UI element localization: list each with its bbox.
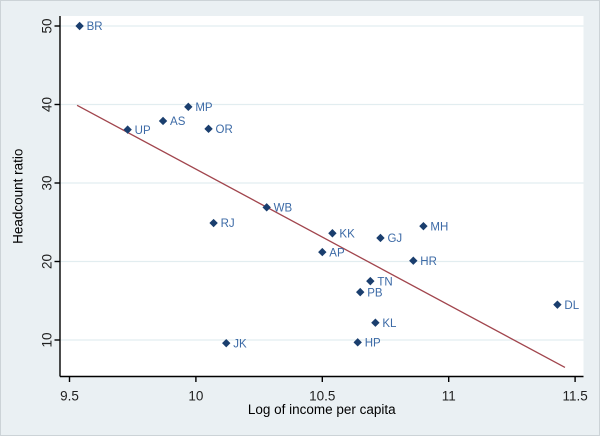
- point-label-AP: AP: [329, 247, 345, 259]
- point-label-KK: KK: [339, 228, 355, 240]
- point-marker-HR: [409, 256, 418, 265]
- point-marker-DL: [553, 300, 562, 309]
- point-label-BR: BR: [87, 21, 103, 33]
- point-marker-WB: [262, 203, 271, 212]
- point-label-HR: HR: [420, 256, 437, 268]
- point-label-AS: AS: [170, 116, 186, 128]
- point-marker-AS: [158, 116, 168, 126]
- point-label-GJ: GJ: [387, 233, 402, 245]
- point-marker-OR: [204, 124, 213, 134]
- point-marker-MP: [184, 102, 193, 112]
- point-marker-KK: [328, 229, 337, 238]
- y-tick-label-50: 50: [40, 18, 55, 33]
- point-marker-RJ: [209, 218, 218, 228]
- plot-area: [60, 16, 584, 377]
- y-tick-label-30: 30: [40, 175, 55, 190]
- point-marker-JK: [222, 338, 231, 348]
- x-tick-label-9.5: 9.5: [60, 389, 79, 404]
- x-tick-label-11: 11: [442, 389, 456, 404]
- point-label-OR: OR: [216, 124, 233, 136]
- y-tick-label-20: 20: [40, 254, 55, 269]
- point-marker-AP: [318, 247, 327, 257]
- x-tick-label-11.5: 11.5: [562, 389, 587, 404]
- point-marker-TN: [366, 276, 375, 286]
- point-marker-PB: [356, 287, 365, 297]
- point-label-MH: MH: [430, 221, 448, 233]
- point-label-JK: JK: [233, 338, 247, 350]
- point-label-UP: UP: [135, 125, 151, 137]
- point-label-MP: MP: [195, 102, 213, 114]
- point-label-TN: TN: [377, 276, 392, 288]
- x-axis-title: Log of income per capita: [248, 402, 396, 417]
- point-label-HP: HP: [365, 338, 381, 350]
- x-tick-label-10: 10: [188, 389, 203, 404]
- point-label-RJ: RJ: [221, 218, 235, 230]
- point-label-WB: WB: [274, 203, 293, 215]
- point-marker-UP: [123, 125, 132, 134]
- point-marker-KL: [371, 318, 380, 327]
- point-label-DL: DL: [564, 300, 579, 312]
- y-tick-label-40: 40: [40, 97, 55, 112]
- y-axis-title: Headcount ratio: [11, 149, 26, 244]
- point-marker-GJ: [376, 233, 385, 243]
- x-tick-label-10.5: 10.5: [309, 389, 335, 404]
- point-label-PB: PB: [367, 287, 383, 299]
- point-marker-BR: [75, 21, 84, 31]
- point-marker-MH: [419, 221, 428, 231]
- point-label-KL: KL: [382, 318, 397, 330]
- y-tick-label-10: 10: [40, 332, 55, 347]
- point-marker-HP: [353, 338, 362, 347]
- trend-line: [76, 104, 566, 369]
